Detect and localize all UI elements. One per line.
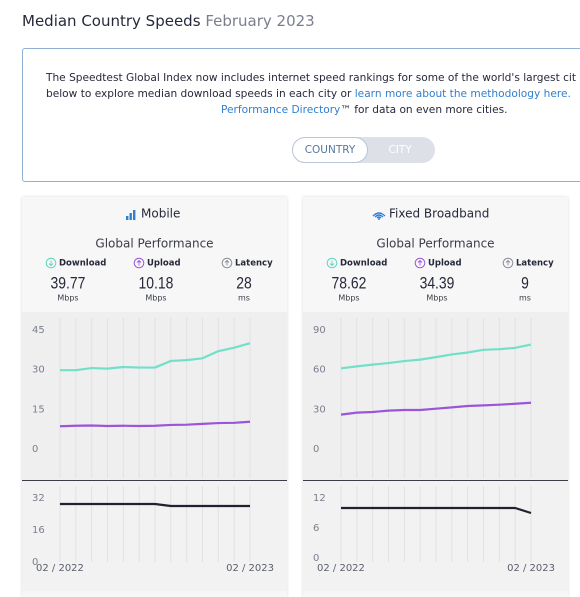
y-tick-label: 32 bbox=[32, 493, 45, 504]
info-text: ™ for data on even more cities. bbox=[340, 104, 508, 116]
series-line bbox=[60, 342, 251, 372]
toggle-option[interactable]: CITY bbox=[388, 144, 412, 156]
x-tick-label: 02 / 2022 bbox=[36, 563, 84, 574]
metric-label: Latency bbox=[516, 259, 554, 269]
panel-heading: Global Performance bbox=[95, 237, 213, 251]
metric-value: 39.77 bbox=[51, 274, 86, 293]
info-text: The Speedtest Global Index now includes … bbox=[46, 72, 577, 84]
y-tick-label: 12 bbox=[313, 493, 326, 504]
series-line bbox=[341, 506, 532, 515]
metric-label: Download bbox=[59, 259, 106, 269]
icon bbox=[374, 214, 384, 218]
icon bbox=[378, 218, 380, 220]
y-tick-label: 30 bbox=[313, 404, 326, 415]
y-tick-label: 0 bbox=[32, 557, 38, 568]
y-tick-label: 15 bbox=[32, 404, 45, 415]
info-box: The Speedtest Global Index now includes … bbox=[22, 48, 580, 182]
metric-value: 28 bbox=[236, 274, 251, 293]
title: Median Country Speeds bbox=[22, 12, 201, 30]
panel-title: Fixed Broadband bbox=[389, 207, 489, 221]
page-title: Median Country Speeds February 2023 bbox=[22, 12, 315, 30]
metric-icon bbox=[136, 259, 142, 266]
metric-value: 78.62 bbox=[332, 274, 367, 293]
toggle-option[interactable]: COUNTRY bbox=[292, 137, 368, 163]
info-text: below to explore median download speeds … bbox=[46, 88, 355, 100]
y-tick-label: 45 bbox=[32, 325, 45, 336]
y-tick-label: 16 bbox=[32, 525, 45, 536]
x-tick-label: 02 / 2022 bbox=[317, 563, 365, 574]
icon bbox=[372, 212, 386, 217]
metric-icon bbox=[48, 260, 54, 267]
series-line bbox=[59, 420, 251, 428]
icon bbox=[133, 210, 136, 220]
metric-icon bbox=[417, 259, 423, 266]
metric-label: Upload bbox=[147, 259, 181, 269]
icon bbox=[129, 213, 132, 220]
metric-icon bbox=[45, 257, 57, 269]
metric-label: Download bbox=[340, 259, 387, 269]
y-tick-label: 0 bbox=[32, 444, 38, 455]
metric-label: Upload bbox=[428, 259, 462, 269]
info-text: Performance Directory™ for data on even … bbox=[221, 104, 507, 116]
metric-icon bbox=[414, 257, 426, 269]
metric-unit: Mbps bbox=[145, 294, 166, 303]
metric-icon bbox=[329, 260, 335, 267]
panel-title: Mobile bbox=[141, 207, 180, 221]
x-tick-label: 02 / 2023 bbox=[507, 563, 555, 574]
panel-heading: Global Performance bbox=[376, 237, 494, 251]
subtitle: February 2023 bbox=[205, 12, 315, 30]
metric-unit: ms bbox=[238, 294, 250, 303]
metric-icon bbox=[505, 259, 511, 266]
icon bbox=[376, 216, 382, 219]
metric-value: 9 bbox=[521, 274, 529, 293]
x-tick-label: 02 / 2023 bbox=[226, 563, 274, 574]
metric-icon bbox=[221, 257, 233, 269]
y-tick-label: 6 bbox=[313, 523, 319, 534]
metric-unit: Mbps bbox=[338, 294, 359, 303]
y-tick-label: 0 bbox=[313, 553, 319, 564]
series-line bbox=[60, 502, 250, 508]
metric-icon bbox=[224, 259, 230, 266]
y-tick-label: 0 bbox=[313, 444, 319, 455]
metric-icon bbox=[502, 257, 514, 269]
series-line bbox=[340, 401, 532, 416]
metric-icon bbox=[326, 257, 338, 269]
metric-unit: ms bbox=[519, 294, 531, 303]
metric-value: 10.18 bbox=[139, 274, 174, 293]
y-tick-label: 90 bbox=[313, 325, 326, 336]
methodology-link[interactable]: learn more about the methodology here. bbox=[354, 88, 571, 100]
metric-icon bbox=[133, 257, 145, 269]
metric-unit: Mbps bbox=[57, 294, 78, 303]
series-line bbox=[340, 343, 532, 370]
y-tick-label: 60 bbox=[313, 365, 326, 376]
icon bbox=[126, 216, 129, 220]
toggle: CITY COUNTRY bbox=[292, 137, 435, 163]
y-tick-label: 30 bbox=[32, 365, 45, 376]
metric-value: 34.39 bbox=[420, 274, 455, 293]
directory-link[interactable]: Performance Directory bbox=[221, 104, 341, 116]
info-text: below to explore median download speeds … bbox=[46, 88, 571, 100]
metric-unit: Mbps bbox=[426, 294, 447, 303]
metric-label: Latency bbox=[235, 259, 273, 269]
